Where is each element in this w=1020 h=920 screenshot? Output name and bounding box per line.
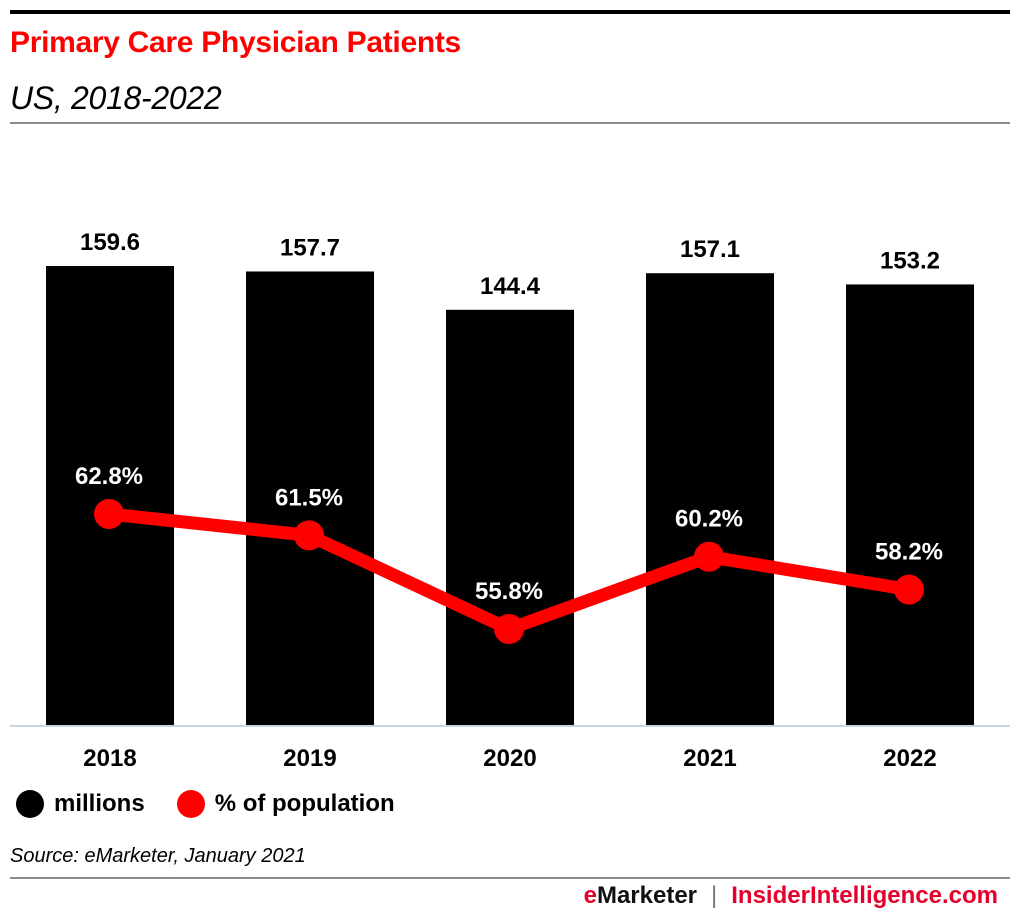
subtitle-rule: [10, 122, 1010, 124]
line-point-2020: [494, 614, 524, 644]
top-rule: [10, 10, 1010, 14]
bar-label-group: 159.6 157.7 144.4 157.1 153.2: [80, 229, 940, 300]
legend-item-millions: millions: [16, 790, 145, 818]
brand-e: e: [583, 882, 597, 909]
brand-name: Marketer: [596, 882, 698, 909]
bar-label-2022: 153.2: [880, 247, 940, 274]
x-tick-2018: 2018: [83, 745, 136, 772]
footer-site-link[interactable]: InsiderIntelligence.com: [731, 882, 998, 909]
line-label-2022: 58.2%: [875, 539, 943, 566]
line-series-group: [94, 499, 924, 644]
line-point-2021: [694, 541, 724, 572]
line-point-2018: [94, 499, 124, 529]
bar-2019: [246, 271, 374, 726]
line-label-2020: 55.8%: [475, 578, 543, 605]
legend: millions % of population: [16, 790, 427, 818]
footer-separator: |: [711, 882, 718, 909]
legend-item-percent: % of population: [176, 790, 395, 818]
x-tick-2019: 2019: [283, 745, 336, 772]
bar-2021: [646, 273, 774, 726]
chart-area: 159.6 157.7 144.4 157.1 153.2 62.8% 61.5% 55.8…: [10, 229, 1010, 772]
legend-label-percent: % of population: [214, 790, 395, 817]
bar-2022: [846, 284, 974, 726]
x-tick-group: 2018 2019 2020 2021 2022: [83, 745, 936, 772]
line-label-group: 62.8% 61.5% 55.8% 60.2% 58.2%: [75, 463, 943, 605]
legend-swatch-millions: [16, 790, 44, 818]
line-label-2021: 60.2%: [675, 506, 743, 533]
line-label-2018: 62.8%: [75, 463, 143, 490]
line-label-2019: 61.5%: [275, 484, 343, 511]
bar-2020: [446, 309, 574, 726]
footer-branding: e Marketer | InsiderIntelligence.com: [584, 882, 998, 910]
chart-title: Primary Care Physician Patients: [10, 26, 461, 59]
bar-group: [46, 266, 974, 726]
bar-label-2018: 159.6: [80, 229, 140, 256]
legend-swatch-percent: [176, 790, 205, 818]
footer-rule: [10, 877, 1010, 879]
x-tick-2021: 2021: [683, 745, 736, 772]
line-point-2022: [894, 574, 924, 605]
x-tick-2022: 2022: [883, 745, 936, 772]
chart-subtitle: US, 2018-2022: [10, 80, 222, 116]
bar-label-2021: 157.1: [680, 236, 740, 263]
bar-label-2019: 157.7: [280, 234, 340, 261]
bar-label-2020: 144.4: [480, 273, 541, 300]
x-tick-2020: 2020: [483, 745, 536, 772]
bar-2018: [46, 266, 174, 726]
source-note: Source: eMarketer, January 2021: [10, 845, 306, 867]
legend-label-millions: millions: [54, 790, 145, 817]
line-point-2019: [294, 520, 324, 551]
